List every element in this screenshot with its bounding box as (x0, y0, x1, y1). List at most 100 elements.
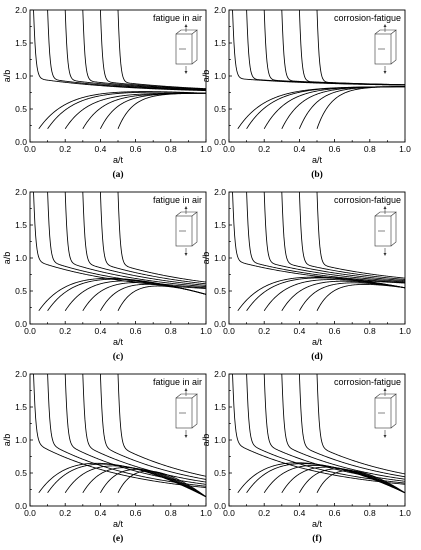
x-tick-label: 0.4 (293, 326, 305, 336)
y-tick-label: 1.5 (15, 38, 27, 48)
panel-label: (f) (312, 533, 322, 544)
x-tick-label: 0.8 (364, 508, 376, 518)
curve-group (232, 374, 405, 494)
curve-group (33, 10, 206, 130)
x-tick-label: 0.2 (59, 144, 71, 154)
series-line-11 (316, 283, 405, 311)
series-line-2 (263, 192, 405, 283)
series-line-1 (47, 374, 206, 487)
series-line-7 (246, 86, 405, 130)
series-line-4 (99, 374, 206, 480)
series-line-5 (316, 374, 405, 475)
chart-panel-a: 0.0 0.2 0.4 0.6 0.8 1.0 0.0 0.5 1.0 1.5 2.0 a/t a/b f… (2, 5, 212, 180)
series-line-11 (316, 470, 405, 494)
x-tick-label: 1.0 (200, 144, 212, 154)
panel-label: (b) (311, 169, 323, 180)
y-tick-label: 2.0 (214, 369, 226, 379)
series-line-5 (117, 374, 206, 477)
x-tick-label: 0.8 (364, 144, 376, 154)
y-tick-label: 0.5 (15, 468, 27, 478)
series-line-5 (316, 10, 405, 86)
panel-label: (a) (112, 169, 123, 180)
plot-frame (228, 191, 406, 325)
y-tick-label: 1.0 (15, 435, 27, 445)
x-axis-title: a/t (312, 519, 323, 529)
y-axis-title: a/b (201, 434, 211, 447)
x-tick-label: 1.0 (399, 144, 411, 154)
y-tick-label: 1.0 (214, 71, 226, 81)
x-tick-label: 0.6 (130, 508, 142, 518)
series-line-7 (47, 91, 206, 130)
tension-arrows-icon (374, 388, 397, 438)
x-tick-label: 0.4 (94, 144, 106, 154)
x-tick-label: 0.0 (24, 508, 36, 518)
y-tick-label: 1.5 (15, 402, 27, 412)
y-tick-label: 0.0 (214, 137, 226, 147)
plot-frame (29, 9, 207, 143)
y-tick-label: 2.0 (15, 187, 27, 197)
y-tick-label: 1.5 (214, 220, 226, 230)
y-tick-label: 2.0 (214, 187, 226, 197)
y-tick-label: 2.0 (15, 5, 27, 15)
y-tick-label: 0.0 (214, 501, 226, 511)
plot-frame (228, 373, 406, 507)
panel-title: corrosion-fatigue (334, 377, 401, 387)
curve-group (33, 192, 206, 312)
series-line-2 (64, 10, 206, 91)
x-tick-label: 0.0 (24, 326, 36, 336)
series-line-9 (82, 282, 206, 312)
y-tick-label: 1.0 (15, 253, 27, 263)
specimen-block (374, 397, 392, 429)
x-axis-title: a/t (113, 155, 124, 165)
series-line-0 (33, 192, 206, 289)
chart-panel-b: 0.0 0.2 0.4 0.6 0.8 1.00.00.51.01.52.0a/ta/bc… (201, 5, 411, 180)
x-tick-label: 0.8 (165, 326, 177, 336)
chart-panel-e: 0.0 0.2 0.4 0.6 0.8 1.0 0.0 0.5 1.0 1.5 2.0 a/t a/b f… (2, 369, 212, 544)
panel-label: (c) (113, 351, 124, 362)
y-tick-label: 2.0 (15, 369, 27, 379)
y-tick-label: 1.0 (214, 435, 226, 445)
tension-bending-arrows-icon (374, 206, 397, 256)
series-line-2 (64, 374, 206, 485)
y-tick-label: 1.0 (214, 253, 226, 263)
x-axis-title: a/t (312, 155, 323, 165)
x-tick-label: 0.2 (59, 326, 71, 336)
series-line-10 (100, 283, 206, 312)
series-line-10 (100, 92, 206, 129)
series-line-5 (117, 192, 206, 283)
y-tick-label: 0.5 (214, 286, 226, 296)
series-line-1 (47, 10, 206, 91)
x-tick-label: 1.0 (200, 326, 212, 336)
y-tick-label: 0.0 (214, 319, 226, 329)
plot-frame (228, 9, 406, 143)
series-line-11 (117, 285, 206, 311)
x-tick-label: 0.6 (130, 326, 142, 336)
x-tick-label: 0.0 (223, 144, 235, 154)
series-line-3 (281, 374, 405, 480)
y-tick-label: 1.5 (214, 402, 226, 412)
curve-group (232, 10, 405, 130)
x-axis-title: a/t (312, 337, 323, 347)
chart-panel-c: 0.0 0.2 0.4 0.6 0.8 1.0 0.0 0.5 1.0 1.5 2.0 a/t a/b f… (2, 187, 212, 362)
y-tick-label: 0.5 (15, 104, 27, 114)
y-axis-title: a/b (2, 70, 12, 83)
series-line-1 (47, 192, 206, 289)
x-tick-label: 0.6 (329, 326, 341, 336)
y-tick-label: 0.5 (214, 104, 226, 114)
x-tick-label: 0.0 (223, 326, 235, 336)
x-axis-title: a/t (113, 519, 124, 529)
series-line-11 (117, 92, 206, 129)
x-axis-title: a/t (113, 337, 124, 347)
x-tick-label: 0.2 (258, 326, 270, 336)
chart-panel-f: 0.0 0.2 0.4 0.6 0.8 1.00.00.51.01.52.0a/ta/bc… (201, 369, 411, 544)
series-line-11 (316, 86, 405, 129)
series-line-5 (117, 10, 206, 90)
curve-group (232, 192, 405, 312)
x-tick-label: 0.8 (165, 144, 177, 154)
panel-title: corrosion-fatigue (334, 13, 401, 23)
tension-arrows-icon (175, 388, 198, 438)
series-line-4 (99, 192, 206, 285)
x-tick-label: 0.4 (293, 144, 305, 154)
series-line-1 (246, 192, 405, 283)
